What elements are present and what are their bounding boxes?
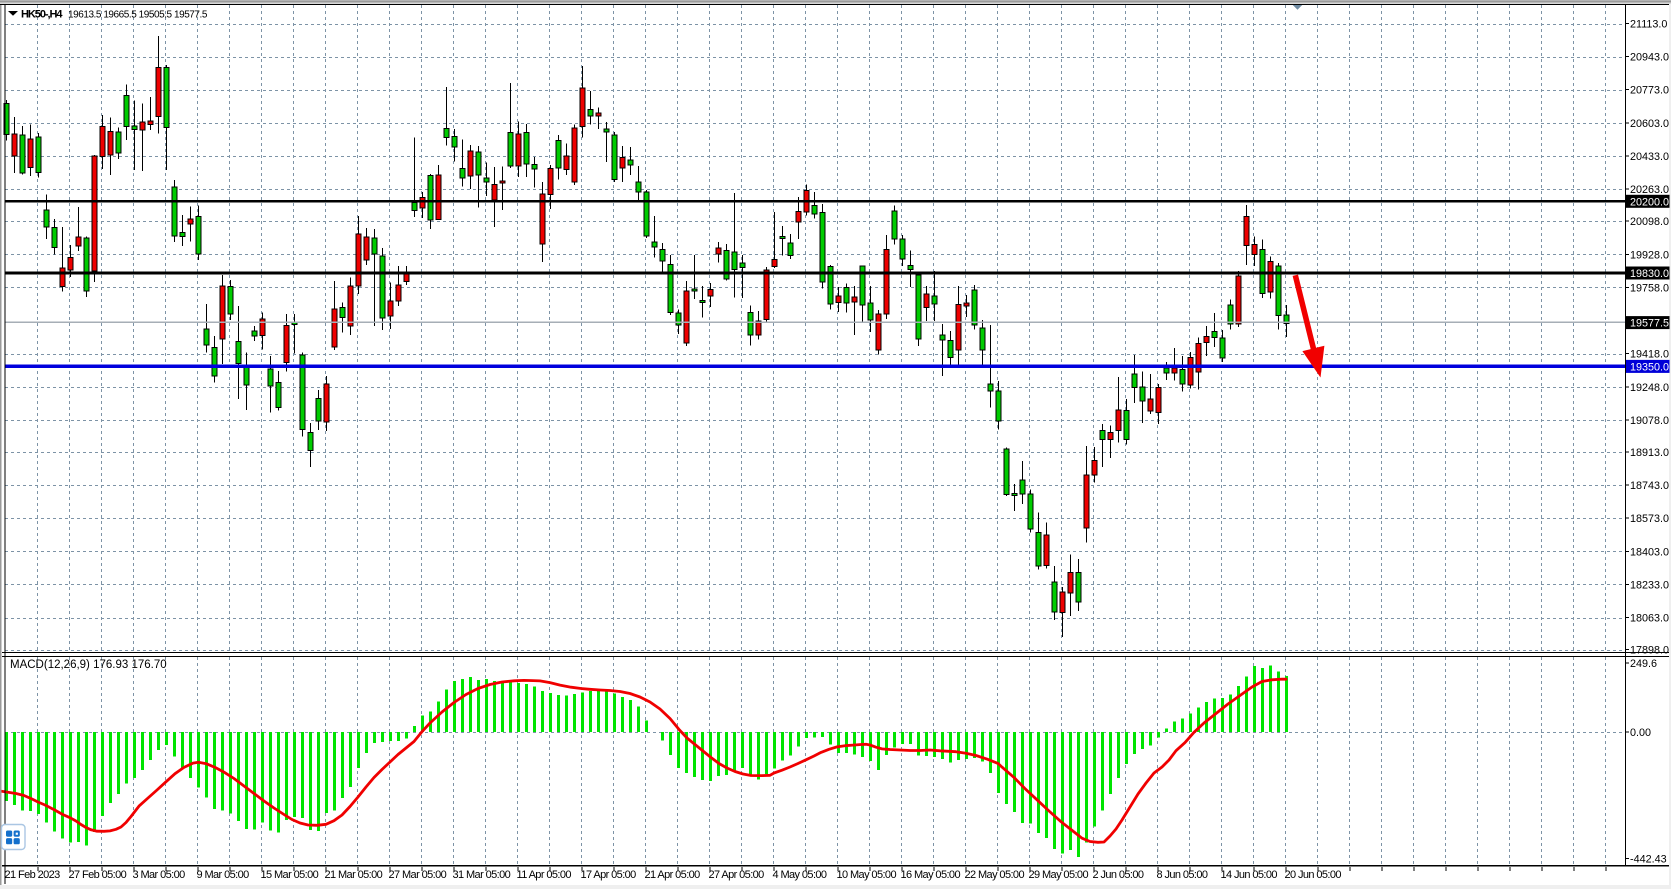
svg-text:19758.0: 19758.0 bbox=[1630, 282, 1669, 294]
svg-text:20 Jun 05:00: 20 Jun 05:00 bbox=[1285, 869, 1342, 881]
svg-text:14 Jun 05:00: 14 Jun 05:00 bbox=[1221, 869, 1278, 881]
svg-text:19577.5: 19577.5 bbox=[1630, 318, 1669, 330]
svg-text:17 Apr 05:00: 17 Apr 05:00 bbox=[581, 869, 637, 881]
svg-text:21 Mar 05:00: 21 Mar 05:00 bbox=[325, 869, 383, 881]
svg-text:18913.0: 18913.0 bbox=[1630, 447, 1669, 459]
svg-text:18403.0: 18403.0 bbox=[1630, 546, 1669, 558]
svg-text:HK50-,H4: HK50-,H4 bbox=[21, 9, 63, 21]
svg-text:21 Feb 2023: 21 Feb 2023 bbox=[5, 869, 61, 881]
svg-text:-442.43: -442.43 bbox=[1630, 854, 1667, 866]
svg-text:3 Mar 05:00: 3 Mar 05:00 bbox=[133, 869, 186, 881]
svg-text:22 May 05:00: 22 May 05:00 bbox=[965, 869, 1025, 881]
svg-text:20603.0: 20603.0 bbox=[1630, 118, 1669, 130]
svg-text:27 Feb 05:00: 27 Feb 05:00 bbox=[69, 869, 127, 881]
svg-text:4 May 05:00: 4 May 05:00 bbox=[773, 869, 827, 881]
svg-text:17898.0: 17898.0 bbox=[1630, 645, 1669, 657]
svg-text:19418.0: 19418.0 bbox=[1630, 349, 1669, 361]
svg-text:21 Apr 05:00: 21 Apr 05:00 bbox=[645, 869, 701, 881]
svg-text:8 Jun 05:00: 8 Jun 05:00 bbox=[1157, 869, 1208, 881]
svg-text:16 May 05:00: 16 May 05:00 bbox=[901, 869, 961, 881]
svg-text:31 Mar 05:00: 31 Mar 05:00 bbox=[453, 869, 511, 881]
svg-text:19928.0: 19928.0 bbox=[1630, 249, 1669, 261]
svg-text:20263.0: 20263.0 bbox=[1630, 184, 1669, 196]
svg-text:19078.0: 19078.0 bbox=[1630, 415, 1669, 427]
svg-text:19248.0: 19248.0 bbox=[1630, 382, 1669, 394]
svg-text:0.00: 0.00 bbox=[1630, 727, 1651, 739]
svg-text:18573.0: 18573.0 bbox=[1630, 513, 1669, 525]
svg-text:18743.0: 18743.0 bbox=[1630, 480, 1669, 492]
svg-text:18233.0: 18233.0 bbox=[1630, 579, 1669, 591]
svg-text:21113.0: 21113.0 bbox=[1630, 19, 1667, 31]
svg-text:27 Mar 05:00: 27 Mar 05:00 bbox=[389, 869, 447, 881]
svg-text:20773.0: 20773.0 bbox=[1630, 85, 1669, 97]
svg-text:19830.0: 19830.0 bbox=[1630, 268, 1669, 280]
svg-text:9 Mar 05:00: 9 Mar 05:00 bbox=[197, 869, 250, 881]
svg-text:20943.0: 20943.0 bbox=[1630, 52, 1669, 64]
svg-text:249.6: 249.6 bbox=[1630, 658, 1657, 670]
svg-text:19613.5 19665.5 19505.5 19577.: 19613.5 19665.5 19505.5 19577.5 bbox=[68, 10, 208, 21]
svg-text:20098.0: 20098.0 bbox=[1630, 216, 1669, 228]
svg-text:18063.0: 18063.0 bbox=[1630, 613, 1669, 625]
svg-text:19350.0: 19350.0 bbox=[1630, 361, 1669, 373]
svg-text:MACD(12,26,9) 176.93 176.70: MACD(12,26,9) 176.93 176.70 bbox=[10, 659, 167, 671]
svg-text:15 Mar 05:00: 15 Mar 05:00 bbox=[261, 869, 319, 881]
svg-text:20433.0: 20433.0 bbox=[1630, 151, 1669, 163]
svg-text:10 May 05:00: 10 May 05:00 bbox=[837, 869, 897, 881]
svg-text:29 May 05:00: 29 May 05:00 bbox=[1029, 869, 1089, 881]
svg-text:27 Apr 05:00: 27 Apr 05:00 bbox=[709, 869, 765, 881]
svg-text:20200.0: 20200.0 bbox=[1630, 196, 1669, 208]
svg-text:11 Apr 05:00: 11 Apr 05:00 bbox=[517, 869, 572, 881]
svg-text:2 Jun 05:00: 2 Jun 05:00 bbox=[1093, 869, 1144, 881]
